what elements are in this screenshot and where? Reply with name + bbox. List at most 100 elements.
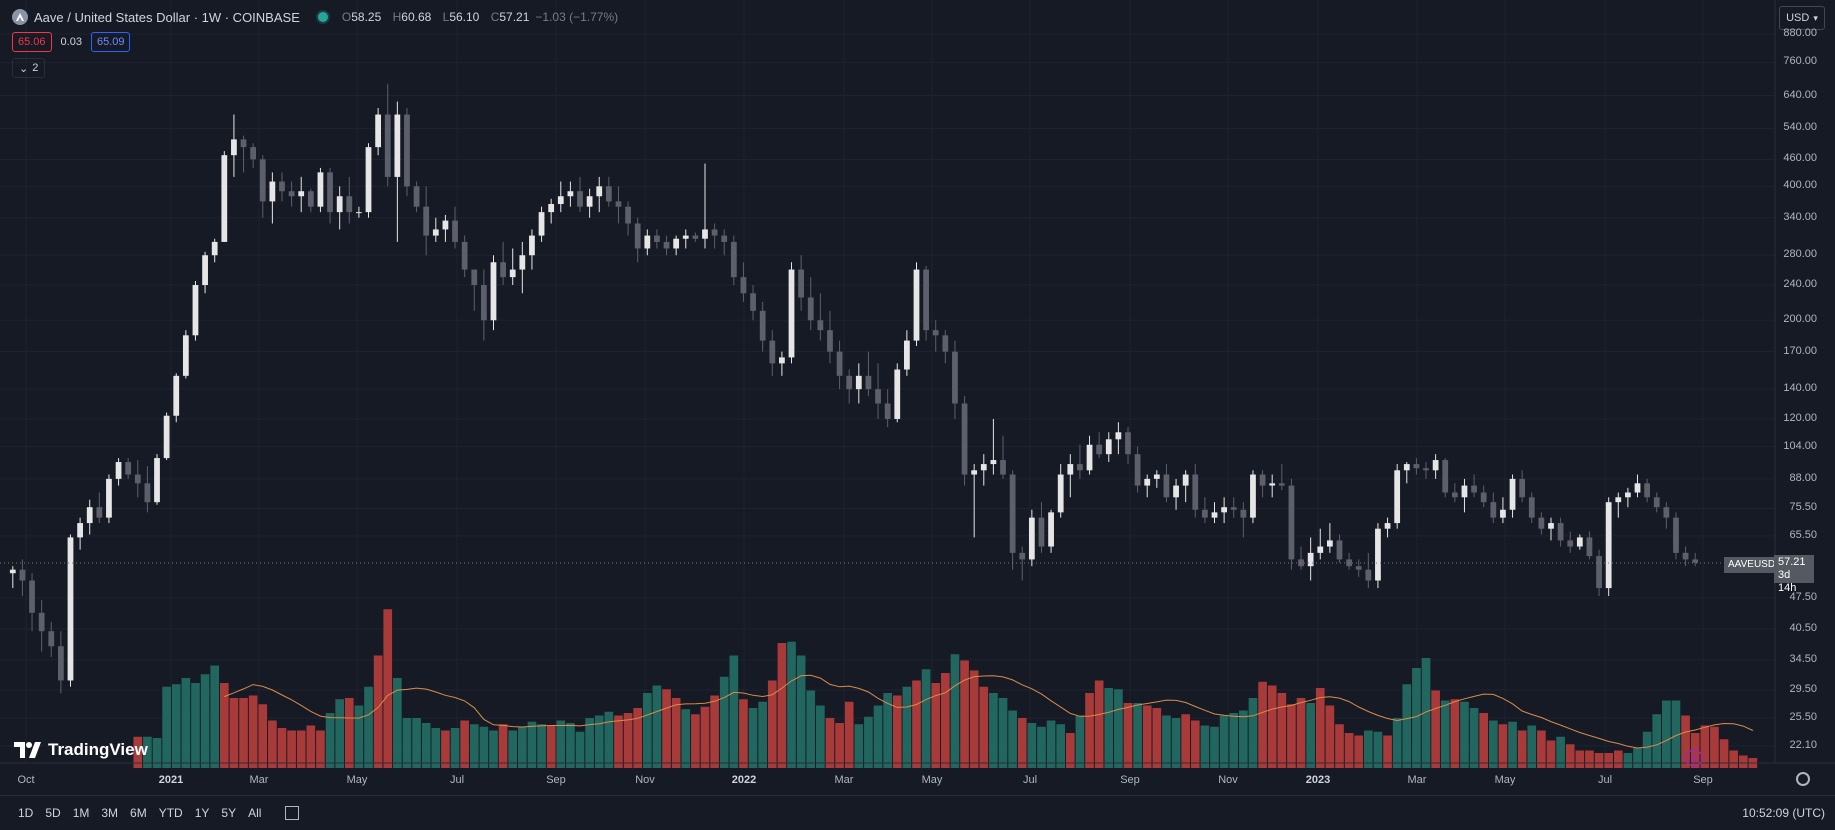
range-button-all[interactable]: All (248, 806, 262, 820)
currency-button[interactable]: USD ▾ (1779, 6, 1825, 30)
candle-body (182, 335, 189, 376)
candle-body (423, 206, 430, 236)
candle-body (279, 181, 285, 192)
volume-bar (431, 728, 441, 768)
candle-body (490, 262, 497, 321)
candle-body (231, 139, 237, 156)
volume-bar (1094, 680, 1104, 768)
range-button-ytd[interactable]: YTD (158, 806, 183, 820)
candle-body (1471, 485, 1477, 493)
price-axis-label: 47.50 (1789, 591, 1817, 603)
volume-bar (219, 683, 229, 768)
volume-bar (950, 654, 960, 768)
time-axis-label: 2022 (731, 774, 757, 786)
volume-bar (806, 690, 816, 768)
volume-bar (739, 699, 748, 768)
volume-bar (729, 655, 739, 768)
candle-body (163, 415, 170, 459)
volume-bar (1527, 725, 1537, 768)
candle-body (855, 375, 862, 390)
price-axis-label: 280.00 (1783, 248, 1817, 261)
volume-bar (594, 715, 604, 768)
price-axis-label: 29.50 (1789, 683, 1817, 696)
volume-bar (1671, 700, 1681, 768)
volume-bar (239, 698, 248, 768)
candle-body (1500, 509, 1506, 518)
volume-bar (1402, 684, 1412, 768)
volume-bar (200, 674, 210, 768)
tradingview-logo[interactable]: TradingView (14, 740, 148, 760)
candle-body (1259, 474, 1266, 486)
range-button-1d[interactable]: 1D (18, 806, 34, 820)
candle-body (500, 262, 506, 278)
candle-body (769, 340, 776, 364)
volume-bar (1364, 730, 1373, 768)
volume-bar (277, 728, 287, 768)
time-axis-label: May (346, 774, 368, 786)
candle-body (1202, 509, 1208, 518)
candle-body (903, 340, 910, 370)
ask-price[interactable]: 65.09 (90, 32, 131, 52)
volume-bar (460, 720, 469, 768)
volume-bar (498, 724, 508, 768)
volume-bar (412, 718, 421, 768)
goto-date-icon[interactable] (285, 806, 300, 820)
price-axis-label: 34.50 (1789, 652, 1817, 665)
time-axis-label: Mar (1407, 774, 1427, 786)
candle-body (605, 186, 612, 202)
volume-bar (133, 736, 143, 768)
candle-body (1077, 464, 1083, 471)
candle-body (807, 297, 814, 321)
candle-body (702, 229, 708, 239)
volume-bar (143, 736, 152, 768)
candle-body (1019, 552, 1026, 560)
candle-body (1490, 502, 1497, 518)
candle-body (961, 403, 968, 475)
symbol-title[interactable]: Aave / United States Dollar · 1W · COINB… (34, 9, 300, 25)
currency-label: USD (1786, 12, 1810, 24)
market-status-icon[interactable] (317, 12, 328, 22)
candle-body (1403, 464, 1410, 471)
range-button-3m[interactable]: 3M (101, 806, 119, 820)
last-price-tag: 57.21 3d 14h (1774, 555, 1814, 594)
volume-bar (1306, 703, 1315, 768)
volume-bar (1229, 713, 1239, 768)
range-button-6m[interactable]: 6M (130, 806, 147, 820)
volume-bar (191, 683, 200, 768)
candle-body (38, 612, 45, 632)
candle-body (1028, 517, 1035, 560)
alert-lightning-icon[interactable] (1684, 748, 1704, 768)
candle-body (817, 320, 824, 331)
volume-bar (691, 714, 700, 768)
volume-bars (133, 609, 1758, 768)
volume-bar (171, 684, 181, 768)
candle-body (1365, 569, 1372, 581)
range-button-5d[interactable]: 5D (45, 806, 61, 820)
candle-body (1644, 483, 1651, 498)
volume-bar (1152, 708, 1162, 768)
clock[interactable]: 10:52:09 (UTC) (1742, 806, 1825, 820)
candle-body (86, 507, 93, 524)
candle-body (1375, 528, 1381, 581)
volume-bar (258, 704, 268, 768)
range-button-5y[interactable]: 5Y (221, 806, 237, 820)
volume-bar (614, 715, 623, 768)
candle-body (346, 196, 353, 213)
candle-body (1009, 474, 1016, 553)
candle-body (1692, 559, 1699, 563)
candle-body (682, 235, 689, 239)
volume-bar (537, 724, 546, 768)
low-value: 56.10 (449, 10, 480, 24)
candle-body (19, 569, 26, 581)
candle-body (1413, 464, 1420, 469)
range-button-1y[interactable]: 1Y (194, 806, 210, 820)
volume-bar (902, 686, 912, 768)
candle-body (1269, 483, 1276, 486)
bid-price[interactable]: 65.06 (12, 32, 52, 52)
range-button-1m[interactable]: 1M (72, 806, 90, 820)
settings-icon[interactable] (1796, 772, 1810, 786)
volume-bar (1171, 718, 1181, 768)
price-axis-label: 460.00 (1783, 152, 1817, 165)
indicators-collapse-button[interactable]: ⌄ 2 (12, 58, 46, 78)
